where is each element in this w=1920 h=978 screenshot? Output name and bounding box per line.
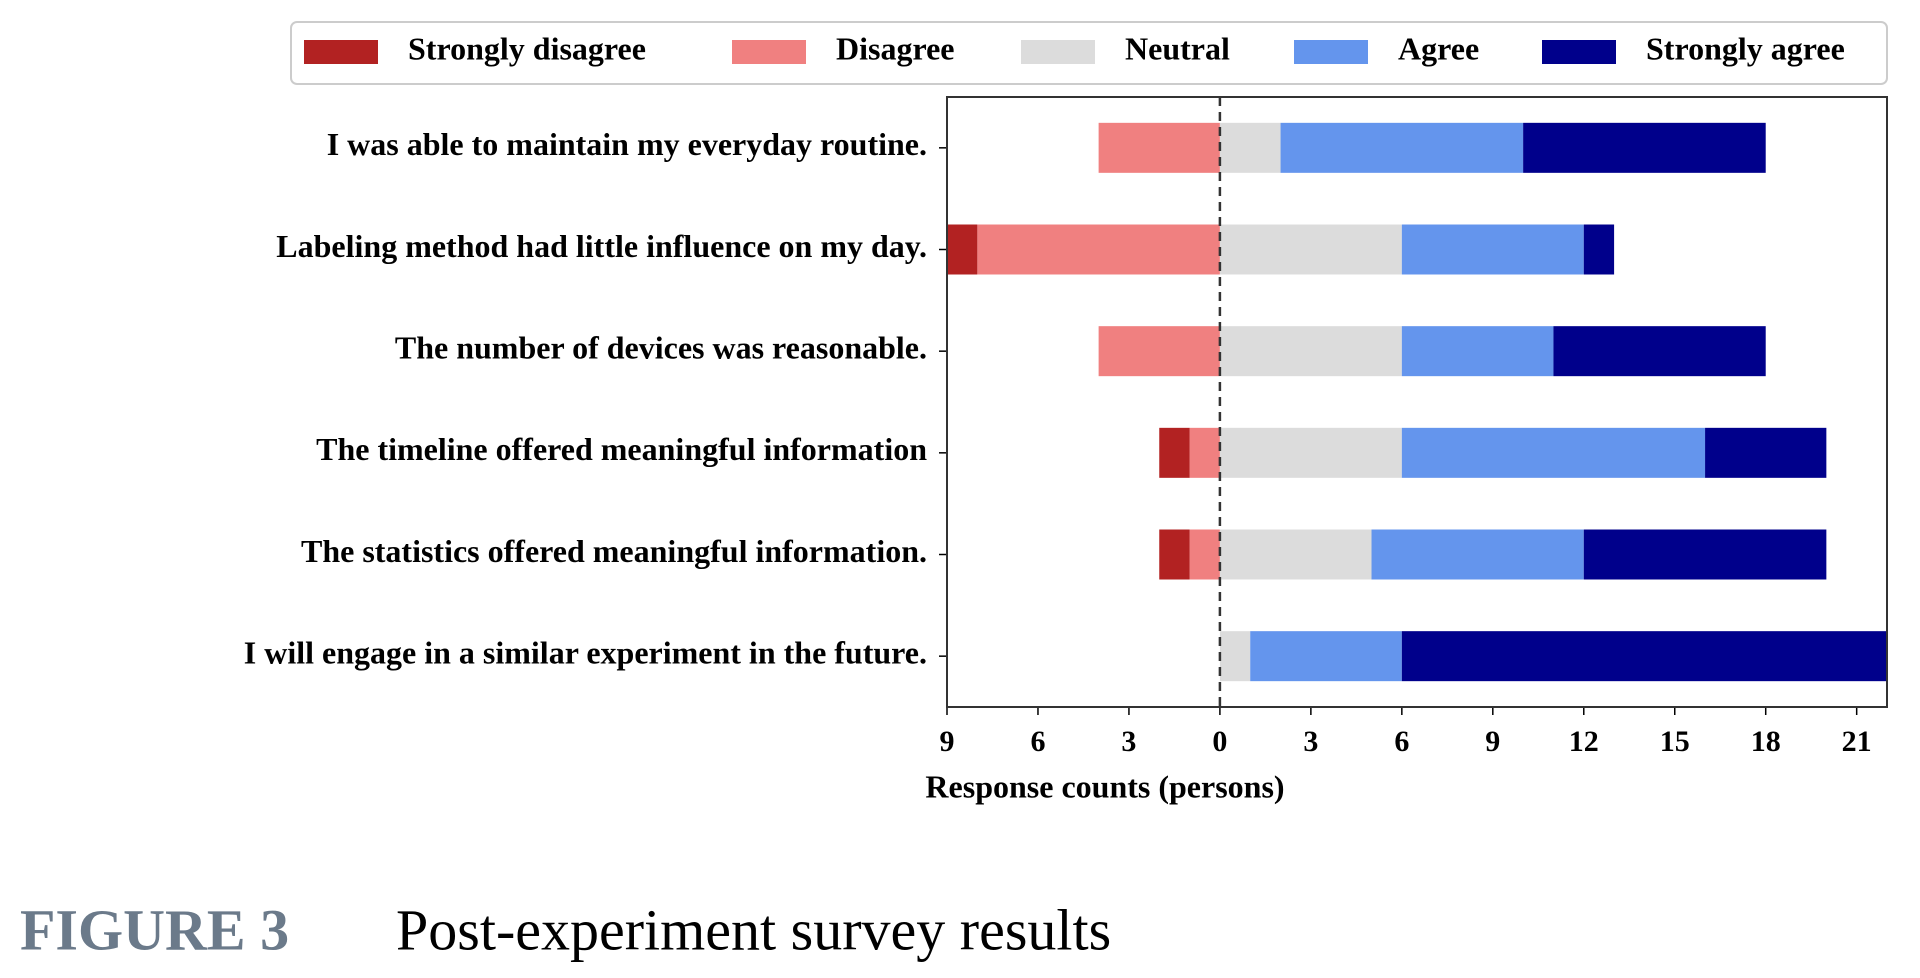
bar [1401,326,1554,377]
x-tick-label: 9 [940,725,955,758]
bar [1705,427,1827,478]
bar [1219,427,1402,478]
y-tick-label: The number of devices was reasonable. [395,330,927,366]
bar [1401,427,1706,478]
legend-label: Strongly disagree [408,30,646,66]
bar [1371,529,1584,580]
bar [1219,122,1281,173]
legend-label: Agree [1398,30,1479,66]
bar [977,224,1220,275]
bar [1583,224,1615,275]
caption-text: Post-experiment survey results [396,897,1111,962]
x-tick-label: 3 [1303,725,1318,758]
bar [1189,529,1220,580]
bar [947,224,978,275]
caption-label: FIGURE 3 [20,897,289,962]
legend-swatch [732,40,806,64]
bar [1098,122,1220,173]
y-tick-label: Labeling method had little influence on … [276,228,927,264]
x-tick-label: 6 [1394,725,1409,758]
bar [1583,529,1827,580]
y-tick-label: The timeline offered meaningful informat… [316,431,927,467]
legend-label: Strongly agree [1646,30,1845,66]
y-tick-label: The statistics offered meaningful inform… [301,533,927,569]
bar [1553,326,1766,377]
x-tick-label: 18 [1751,725,1781,758]
bar [1219,529,1372,580]
x-tick-label: 21 [1842,725,1872,758]
bar [1159,427,1190,478]
x-tick-label: 3 [1121,725,1136,758]
legend-label: Disagree [836,30,954,66]
y-tick-label: I was able to maintain my everyday routi… [327,126,927,162]
legend-swatch [304,40,378,64]
bar [1219,631,1251,682]
bar [1098,326,1220,377]
legend-label: Neutral [1125,30,1230,66]
bar [1250,631,1402,682]
bar [1219,326,1402,377]
plot-frame [946,96,1888,708]
legend-swatch [1294,40,1368,64]
bar [1219,224,1402,275]
x-tick-label: 9 [1485,725,1500,758]
bar [1401,224,1584,275]
bar [1280,122,1524,173]
legend-swatch [1542,40,1616,64]
bar [1189,427,1220,478]
x-tick-label: 12 [1569,725,1599,758]
x-tick-label: 0 [1212,725,1227,758]
bar [1401,631,1887,682]
legend-swatch [1021,40,1095,64]
x-tick-label: 6 [1030,725,1045,758]
x-axis-label: Response counts (persons) [925,768,1284,804]
x-tick-label: 15 [1660,725,1690,758]
bar [1159,529,1190,580]
y-tick-label: I will engage in a similar experiment in… [244,635,927,671]
bar [1523,122,1766,173]
